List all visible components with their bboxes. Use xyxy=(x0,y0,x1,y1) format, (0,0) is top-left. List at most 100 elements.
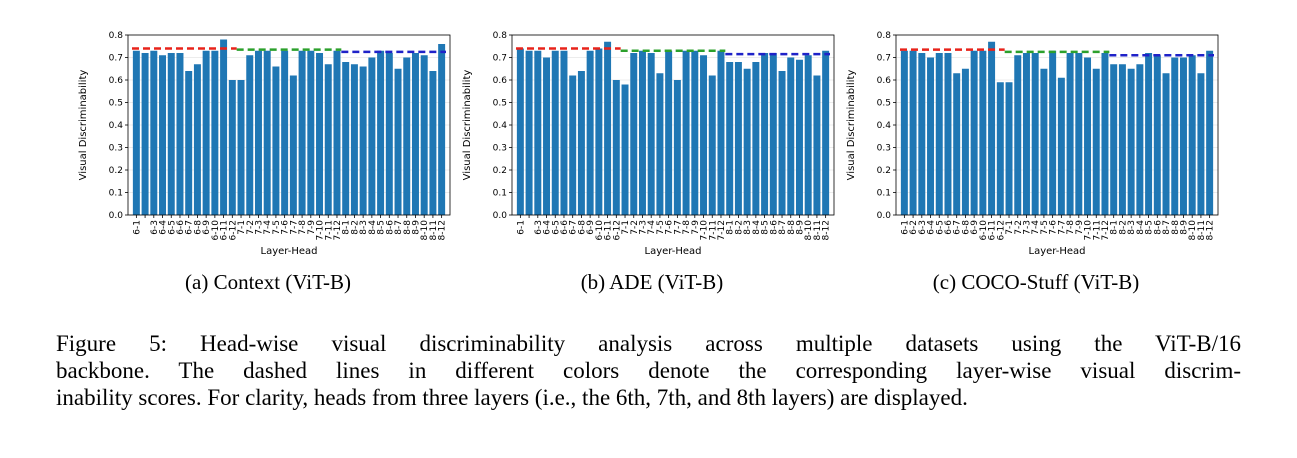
x-tick-label: 7-4 xyxy=(263,220,273,235)
x-tick-label: 6-12 xyxy=(996,220,1006,240)
x-tick-label: 6-4 xyxy=(159,220,169,235)
bar-8-5 xyxy=(377,50,385,215)
bar-8-2 xyxy=(350,64,358,215)
x-tick-label: 7-9 xyxy=(1075,220,1085,235)
bar-6-10 xyxy=(211,50,219,215)
bar-6-10 xyxy=(595,48,603,215)
bar-6-6 xyxy=(176,53,184,215)
x-tick-label: 8-7 xyxy=(1162,220,1172,235)
y-tick-label: 0.4 xyxy=(109,121,124,131)
chart-panel-ade: 0.0 0.1 0.2 0.3 0.4 0.5 0.6 0.7 0.8 6-1 6-3 6-4 6-5 6… xyxy=(452,20,852,300)
x-tick-label: 8-11 xyxy=(813,220,823,240)
x-tick-label: 8-3 xyxy=(1127,220,1137,235)
x-tick-label: 6-8 xyxy=(193,220,203,235)
y-tick-label: 0.7 xyxy=(109,54,123,64)
x-tick-label: 7-1 xyxy=(1005,220,1015,235)
x-tick-label: 6-11 xyxy=(604,220,614,240)
bar-8-6 xyxy=(385,53,393,215)
x-tick-label: 8-8 xyxy=(403,220,413,235)
bar-8-12 xyxy=(438,44,446,215)
x-tick-label: 6-10 xyxy=(595,220,605,241)
y-tick-label: 0.2 xyxy=(493,166,507,176)
bar-8-4 xyxy=(368,57,376,215)
figure-caption-line-1: Figure 5: Head-wise visual discriminabil… xyxy=(56,331,1241,356)
x-tick-label: 8-10 xyxy=(804,220,814,241)
bar-6-3 xyxy=(918,53,926,215)
x-tick-label: 7-5 xyxy=(656,220,666,235)
figure-caption-line-3: inability scores. For clarity, heads fro… xyxy=(56,385,968,410)
x-tick-label: 6-3 xyxy=(150,220,160,235)
bar-8-8 xyxy=(1171,57,1179,215)
bar-6-2 xyxy=(525,50,533,215)
x-tick-label: 6-12 xyxy=(228,220,238,240)
y-axis-label: Visual Discriminability xyxy=(846,70,857,181)
x-tick-label: 7-7 xyxy=(289,220,299,235)
bar-6-3 xyxy=(534,50,542,215)
bar-6-1 xyxy=(900,50,908,215)
plot-frame xyxy=(895,34,1219,216)
plot-frame xyxy=(511,34,835,216)
x-tick-label: 8-6 xyxy=(385,220,395,235)
bar-8-11 xyxy=(813,75,821,215)
x-tick-label: 6-7 xyxy=(185,220,195,235)
bar-7-5 xyxy=(1040,68,1048,215)
bar-6-1 xyxy=(132,50,140,215)
x-tick-label: 7-10 xyxy=(700,220,710,241)
x-tick-label: 6-9 xyxy=(202,220,212,235)
x-tick-label: 7-1 xyxy=(621,220,631,235)
chart-context: 0.00.10.20.30.40.50.60.70.86-1 6-36-46-56… xyxy=(78,31,451,257)
bar-6-9 xyxy=(202,50,210,215)
x-tick-label: 7-3 xyxy=(1022,220,1032,235)
bar-8-3 xyxy=(1127,68,1135,215)
bar-6-4 xyxy=(927,57,935,215)
bar-8-8 xyxy=(403,57,411,215)
bar-8-5 xyxy=(1145,53,1153,215)
bar-6-6 xyxy=(560,50,568,215)
y-tick-label: 0.2 xyxy=(877,166,891,176)
bar-6-11 xyxy=(988,41,996,215)
bar-8-2 xyxy=(734,62,742,215)
bar-7-3 xyxy=(254,50,262,215)
x-tick-label: 7-10 xyxy=(1084,220,1094,241)
bar-6-12 xyxy=(612,80,620,215)
bar-8-1 xyxy=(1110,64,1118,215)
bar-8-3 xyxy=(359,66,367,215)
x-tick-label: 8-6 xyxy=(769,220,779,235)
bar-8-4 xyxy=(1136,64,1144,215)
x-tick-label: 6-1 xyxy=(900,220,910,235)
bar-8-3 xyxy=(743,68,751,215)
y-axis-label: Visual Discriminability xyxy=(462,70,473,181)
bar-7-12 xyxy=(333,50,341,215)
x-tick-label: 7-11 xyxy=(1092,220,1102,240)
bar-8-5 xyxy=(761,53,769,215)
y-tick-label: 0.5 xyxy=(493,99,507,109)
x-tick-label: 7-7 xyxy=(673,220,683,235)
x-tick-label: 8-2 xyxy=(1118,220,1128,235)
x-tick-label: 8-4 xyxy=(1136,220,1146,235)
x-tick-label: 6-5 xyxy=(167,220,177,235)
x-tick-label: 8-2 xyxy=(350,220,360,235)
x-tick-label: 6-5 xyxy=(935,220,945,235)
bar-8-9 xyxy=(411,53,419,215)
bar-7-4 xyxy=(647,53,655,215)
x-tick-label: 8-6 xyxy=(1153,220,1163,235)
bar-6-9 xyxy=(970,50,978,215)
bar-8-10 xyxy=(1188,55,1196,215)
x-tick-label: 6-11 xyxy=(220,220,230,240)
bar-7-2 xyxy=(246,55,254,215)
x-tick-label: 6-8 xyxy=(577,220,587,235)
x-tick-label: 8-11 xyxy=(1197,220,1207,240)
y-axis-label: Visual Discriminability xyxy=(78,70,89,181)
subcaption-ade: (b) ADE (ViT-B) xyxy=(580,270,724,294)
bar-7-11 xyxy=(708,75,716,215)
bar-6-6 xyxy=(944,53,952,215)
y-tick-label: 0.4 xyxy=(493,121,508,131)
x-tick-label: 7-8 xyxy=(682,220,692,235)
x-tick-label: 7-12 xyxy=(1101,220,1111,240)
x-axis-label: Layer-Head xyxy=(1029,246,1086,257)
x-tick-label: 7-6 xyxy=(281,220,291,235)
bar-8-1 xyxy=(726,62,734,215)
bar-7-3 xyxy=(1022,53,1030,215)
x-tick-label: 7-2 xyxy=(246,220,256,235)
y-tick-label: 0.7 xyxy=(493,54,507,64)
